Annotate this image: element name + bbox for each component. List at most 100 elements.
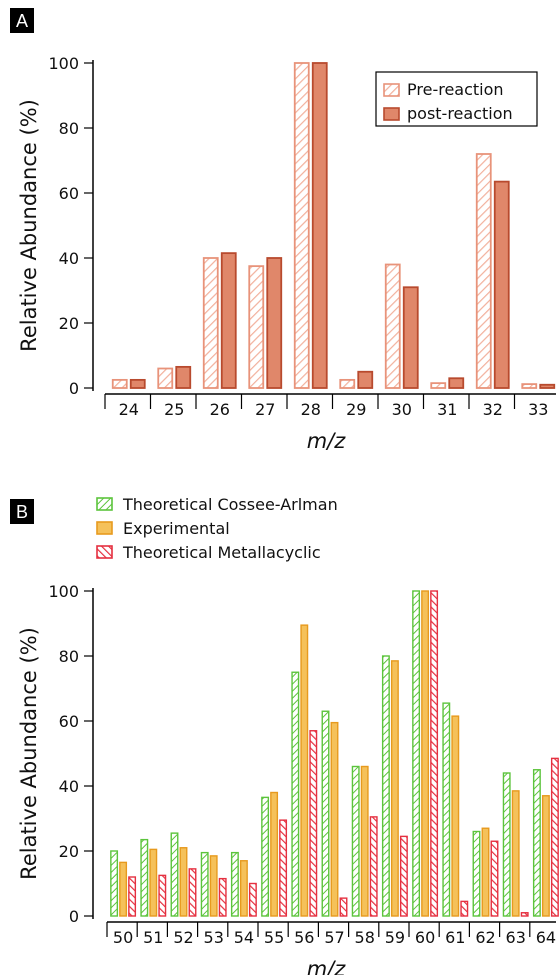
chart-b-x-tick-label: 59	[385, 928, 405, 947]
chart-b-bar-experimental	[300, 624, 309, 917]
chart-b-bar-cossee	[230, 851, 239, 917]
chart-b-bar-experimental	[451, 715, 460, 917]
chart-b-bar-metallacyclic	[490, 840, 499, 917]
chart-a-bar-post	[402, 286, 419, 389]
chart-b-y-tick-label: 100	[48, 582, 79, 601]
chart-a-x-tick-label: 30	[392, 400, 412, 419]
chart-b-bar-experimental	[421, 590, 430, 917]
chart-a-x-axis-label: m/z	[307, 429, 347, 453]
chart-b-y-tick-label: 60	[59, 712, 79, 731]
chart-a-legend-box	[375, 71, 538, 127]
chart-a-y-axis-label: Relative Abundance (%)	[17, 99, 41, 352]
chart-b-bar-metallacyclic	[460, 900, 469, 917]
chart-b-bar-experimental	[239, 860, 248, 917]
chart-b-y-tick-label: 40	[59, 777, 79, 796]
chart-b-bar-cossee	[321, 710, 330, 917]
chart-b-y-tick-label: 0	[69, 907, 79, 926]
chart-b-x-tick-label: 55	[264, 928, 284, 947]
chart-b-legend: Theoretical Cossee-Arlman Experimental The…	[96, 495, 338, 562]
chart-b-x-tick-label: 58	[355, 928, 375, 947]
chart-b-legend-swatch	[96, 521, 113, 535]
chart-a-bar-post	[311, 62, 328, 389]
chart-b-bar-cossee	[442, 702, 451, 917]
panel-a-tag: A	[10, 8, 34, 33]
chart-b-x-tick-label: 51	[143, 928, 163, 947]
chart-a-x-tick-label: 32	[483, 400, 503, 419]
chart-b-bar-metallacyclic	[399, 835, 408, 917]
chart-b-legend-swatch	[96, 497, 113, 511]
chart-a-y-tick-label: 0	[69, 379, 79, 398]
chart-b-bar-metallacyclic	[309, 730, 318, 917]
chart-a-bar-post	[493, 180, 510, 389]
chart-a-x-tick-label: 33	[528, 400, 548, 419]
chart-a-legend-swatch	[383, 83, 400, 97]
chart-b-x-tick-label: 61	[445, 928, 465, 947]
chart-a-bar-pre	[521, 383, 538, 389]
chart-b-x-tick-label: 54	[234, 928, 254, 947]
chart-a-bar-post	[129, 378, 146, 389]
chart-a-bar-pre	[202, 257, 219, 389]
chart-b-bar-metallacyclic	[369, 816, 378, 917]
chart-a-legend: Pre-reaction post-reaction	[375, 71, 538, 127]
chart-a-bar-pre	[248, 265, 265, 389]
chart-a-x-tick-label: 24	[119, 400, 139, 419]
chart-b-bar-experimental	[541, 795, 550, 917]
chart-a-legend-swatch	[383, 107, 400, 121]
chart-b-x-tick-label: 52	[173, 928, 193, 947]
chart-b-x-tick-label: 57	[324, 928, 344, 947]
chart-b-x-tick-label: 64	[536, 928, 556, 947]
chart-b: 0 20 40 60 80 100 Relative Abundance (%) 50 51 52…	[17, 495, 559, 975]
panel-b-tag-text: B	[16, 502, 28, 522]
chart-a-x-tick-label: 28	[301, 400, 321, 419]
chart-a-x-tick-label: 29	[346, 400, 366, 419]
chart-b-bar-experimental	[481, 827, 490, 917]
chart-b-y-tick-label: 80	[59, 647, 79, 666]
chart-a-y-tick-label: 40	[59, 249, 79, 268]
chart-a-x-tick-label: 27	[255, 400, 275, 419]
panel-b-tag: B	[10, 499, 34, 524]
chart-a: 0 20 40 60 80 100 Relative Abundance (%) 24 25 26…	[17, 54, 556, 453]
chart-b-bar-metallacyclic	[158, 874, 167, 917]
chart-a-bar-pre	[475, 153, 492, 389]
chart-b-legend-label: Theoretical Metallacyclic	[122, 543, 321, 562]
chart-b-bar-experimental	[330, 721, 339, 917]
chart-a-x-tick-label: 25	[164, 400, 184, 419]
chart-a-legend-label: Pre-reaction	[407, 80, 504, 99]
chart-a-x-tick-label: 26	[210, 400, 230, 419]
chart-b-bar-cossee	[351, 765, 360, 917]
chart-b-x-tick-label: 56	[294, 928, 314, 947]
chart-a-bar-pre	[339, 378, 356, 389]
chart-b-bar-cossee	[140, 838, 149, 917]
chart-a-bar-post	[266, 257, 283, 389]
chart-b-bar-experimental	[270, 791, 279, 917]
chart-b-bar-cossee	[472, 830, 481, 917]
chart-a-y-tick-label: 60	[59, 184, 79, 203]
chart-a-y-tick-label: 80	[59, 119, 79, 138]
chart-a-bar-pre	[111, 378, 128, 389]
chart-b-bar-experimental	[149, 848, 158, 917]
chart-b-x-tick-label: 63	[506, 928, 526, 947]
chart-b-bar-metallacyclic	[248, 882, 257, 917]
chart-b-bar-metallacyclic	[218, 877, 227, 917]
chart-a-x-tick-label: 31	[437, 400, 457, 419]
chart-a-bar-pre	[384, 263, 401, 389]
chart-b-x-tick-label: 53	[204, 928, 224, 947]
chart-b-bar-cossee	[412, 590, 421, 917]
panel-a-tag-text: A	[16, 11, 28, 31]
chart-b-bar-metallacyclic	[550, 757, 559, 917]
chart-b-bar-cossee	[170, 832, 179, 917]
chart-a-bar-pre	[293, 62, 310, 389]
chart-a-legend-label: post-reaction	[407, 104, 513, 123]
chart-b-legend-label: Experimental	[123, 519, 230, 538]
chart-b-bar-cossee	[261, 796, 270, 917]
chart-b-bar-cossee	[200, 851, 209, 917]
chart-a-bar-post	[357, 370, 374, 389]
chart-b-bar-metallacyclic	[339, 897, 348, 917]
chart-a-y-tick-label: 100	[48, 54, 79, 73]
chart-a-bar-pre	[157, 367, 174, 389]
chart-b-x-tick-label: 50	[113, 928, 133, 947]
chart-b-y-tick-label: 20	[59, 842, 79, 861]
chart-b-bar-metallacyclic	[128, 876, 137, 917]
chart-b-bar-cossee	[532, 769, 541, 917]
